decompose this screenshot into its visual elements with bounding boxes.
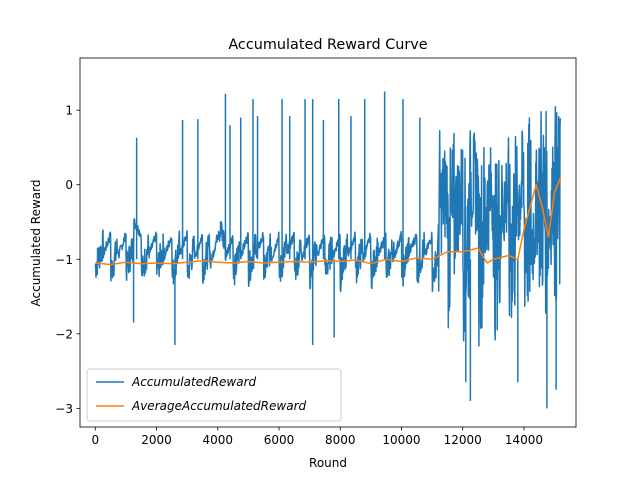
y-tick-label: −2 — [55, 327, 73, 341]
x-tick-label: 14000 — [505, 433, 543, 447]
x-tick-label: 4000 — [203, 433, 234, 447]
y-tick-label: −1 — [55, 253, 73, 267]
y-tick-label: −3 — [55, 402, 73, 416]
y-tick-label: 1 — [65, 104, 73, 118]
plot-frame — [79, 57, 577, 428]
x-axis-label: Round — [309, 456, 347, 470]
legend-box — [86, 368, 342, 422]
series-line-accumulated-reward — [94, 106, 562, 347]
x-tick-label: 0 — [91, 433, 99, 447]
series-layer — [94, 91, 562, 409]
legend-label-average-accumulated-reward: AverageAccumulatedReward — [131, 399, 307, 413]
x-tick-label: 2000 — [141, 433, 172, 447]
legend: AccumulatedReward AverageAccumulatedRewa… — [86, 368, 342, 422]
x-tick-label: 6000 — [264, 433, 295, 447]
series-line-average-accumulated-reward — [95, 177, 562, 266]
y-axis: 1 0 −1 −2 −3 — [55, 104, 80, 416]
chart-title: Accumulated Reward Curve — [228, 37, 427, 53]
x-axis: 0 2000 4000 6000 8000 10000 12000 14000 — [91, 427, 543, 447]
x-tick-label: 8000 — [325, 433, 356, 447]
x-tick-label: 10000 — [382, 433, 420, 447]
y-axis-label: Accumulated Reward — [29, 180, 43, 307]
x-tick-label: 12000 — [444, 433, 482, 447]
legend-label-accumulated-reward: AccumulatedReward — [131, 375, 257, 389]
y-tick-label: 0 — [65, 178, 73, 192]
